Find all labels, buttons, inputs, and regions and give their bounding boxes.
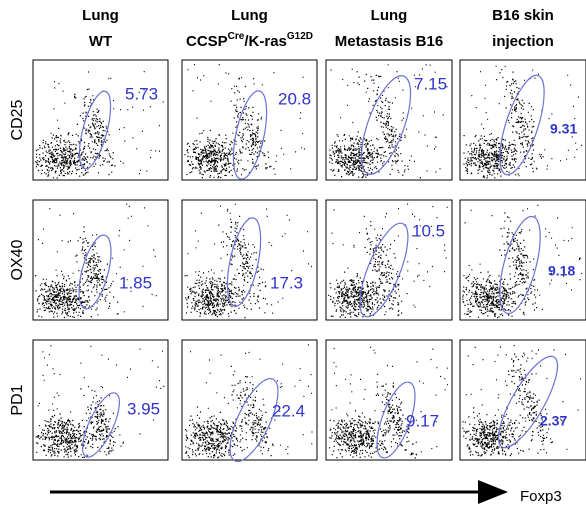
row-label: OX40 <box>9 239 26 280</box>
gate-percentage: 9.31 <box>550 121 577 137</box>
gate <box>229 378 279 462</box>
gate <box>82 392 120 458</box>
header-part: Metastasis B16 <box>335 33 443 50</box>
gate-percentage: 2.37 <box>540 413 567 429</box>
plot-frame <box>181 339 318 461</box>
cell-events <box>329 64 448 179</box>
plot-frame <box>181 59 318 181</box>
column-header: Lung <box>82 7 119 24</box>
gate-percentage: 1.85 <box>119 273 152 292</box>
header-part: G12D <box>287 31 313 42</box>
gate <box>497 355 559 449</box>
header-part: /K-ras <box>244 33 287 50</box>
column-header: injection <box>492 33 554 50</box>
gate <box>232 90 268 180</box>
header-part: WT <box>89 33 112 50</box>
cell-events <box>185 344 313 459</box>
cell-events <box>463 65 583 179</box>
cell-events <box>35 345 165 458</box>
gate <box>376 381 416 459</box>
header-part: CCSP <box>186 33 228 50</box>
cell-events <box>184 63 305 179</box>
gate <box>78 90 112 170</box>
gate-percentage: 5.73 <box>125 84 158 103</box>
gate-percentage: 22.4 <box>272 401 305 420</box>
plot-frame <box>325 199 453 321</box>
x-axis-label: Foxp3 <box>520 488 562 505</box>
header-part: Cre <box>228 31 245 42</box>
cell-events <box>328 203 448 318</box>
column-header: B16 skin <box>492 7 554 24</box>
gate <box>78 234 112 310</box>
gate-percentage: 20.8 <box>278 89 311 108</box>
gate <box>226 217 262 307</box>
cell-events <box>329 346 448 459</box>
header-part: injection <box>492 33 554 50</box>
column-header: Lung <box>371 7 408 24</box>
row-label: PD1 <box>9 384 26 415</box>
gate-percentage: 10.5 <box>412 221 445 240</box>
column-header: WT <box>89 33 112 50</box>
gate-percentage: 17.3 <box>270 273 303 292</box>
cell-events <box>35 203 157 319</box>
gate <box>360 75 412 175</box>
column-header: Lung <box>231 7 268 24</box>
cell-events <box>462 204 583 319</box>
gate-percentage: 3.95 <box>127 399 160 418</box>
gate-percentage: 9.17 <box>406 411 439 430</box>
column-header: CCSPCre/K-rasG12D <box>186 31 313 50</box>
gate-percentage: 7.15 <box>414 74 447 93</box>
gate <box>499 74 545 176</box>
gate <box>359 222 409 318</box>
column-header: Metastasis B16 <box>335 33 443 50</box>
row-label: CD25 <box>9 99 26 140</box>
gate-percentage: 9.18 <box>548 263 575 279</box>
gate <box>499 215 541 315</box>
cell-events <box>184 203 313 319</box>
